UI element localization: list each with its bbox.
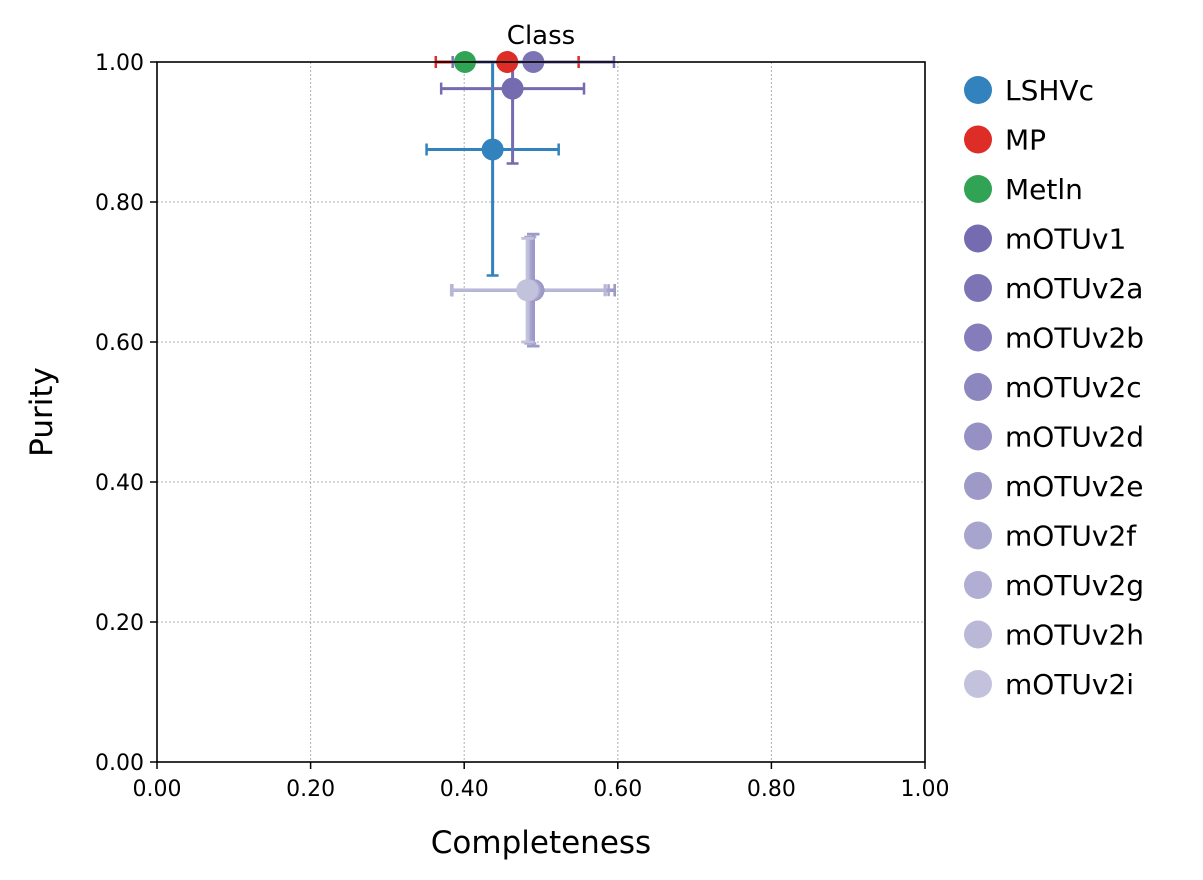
legend-marker-motuv2b bbox=[964, 323, 992, 352]
legend-marker-mp bbox=[964, 125, 992, 154]
y-axis-ticks: 0.00 0.20 0.40 0.60 0.80 1.00 bbox=[95, 51, 157, 776]
point-motuv2i bbox=[516, 279, 539, 302]
legend-label-motuv2a: mOTUv2a bbox=[1005, 272, 1143, 305]
legend-marker-lshvc bbox=[964, 76, 992, 104]
y-tick-label: 0.40 bbox=[95, 471, 144, 496]
legend-marker-motuv2g bbox=[964, 571, 992, 599]
error-bars bbox=[425, 56, 616, 348]
y-tick-label: 1.00 bbox=[95, 51, 144, 76]
legend-marker-motuv2f bbox=[964, 521, 992, 550]
legend-label-motuv2f: mOTUv2f bbox=[1005, 520, 1137, 553]
x-axis-ticks: 0.00 0.20 0.40 0.60 0.80 1.00 bbox=[133, 762, 950, 802]
plot-frame bbox=[156, 61, 926, 763]
legend-label-metln: Metln bbox=[1005, 173, 1083, 206]
x-tick-label: 0.80 bbox=[747, 777, 796, 802]
y-tick-label: 0.60 bbox=[95, 331, 144, 356]
y-tick-label: 0.20 bbox=[95, 611, 144, 636]
x-tick-label: 0.40 bbox=[440, 777, 489, 802]
x-tick-label: 1.00 bbox=[901, 777, 950, 802]
data-points bbox=[453, 51, 545, 302]
legend-label-motuv2d: mOTUv2d bbox=[1005, 421, 1144, 454]
legend-label-motuv1: mOTUv1 bbox=[1005, 223, 1126, 256]
legend-label-motuv2b: mOTUv2b bbox=[1005, 322, 1144, 355]
legend-marker-motuv2e bbox=[964, 472, 992, 500]
legend-marker-metln bbox=[964, 175, 992, 203]
y-axis-title: Purity bbox=[24, 367, 60, 457]
legend-label-motuv2h: mOTUv2h bbox=[1005, 619, 1144, 652]
grid-lines bbox=[156, 61, 926, 763]
legend-marker-motuv2a bbox=[964, 274, 992, 302]
point-motuv1 bbox=[501, 77, 524, 100]
legend: LSHVc MP Metln mOTUv1 mOTUv2a mOTUv2b mOTUv2c m… bbox=[964, 74, 1144, 701]
legend-marker-motuv2i bbox=[964, 670, 992, 698]
legend-marker-motuv2d bbox=[964, 422, 992, 451]
legend-marker-motuv2h bbox=[964, 620, 992, 649]
x-axis-title: Completeness bbox=[431, 825, 651, 861]
legend-label-motuv2c: mOTUv2c bbox=[1005, 371, 1142, 404]
legend-label-mp: MP bbox=[1005, 124, 1046, 157]
chart-title: Class bbox=[507, 21, 575, 51]
y-tick-label: 0.00 bbox=[95, 751, 144, 776]
legend-marker-motuv2c bbox=[964, 373, 992, 401]
legend-label-lshvc: LSHVc bbox=[1005, 74, 1094, 107]
legend-label-motuv2i: mOTUv2i bbox=[1005, 668, 1134, 701]
x-tick-label: 0.20 bbox=[286, 777, 335, 802]
x-tick-label: 0.00 bbox=[133, 777, 182, 802]
legend-marker-motuv1 bbox=[964, 224, 992, 253]
y-tick-label: 0.80 bbox=[95, 191, 144, 216]
x-tick-label: 0.60 bbox=[593, 777, 642, 802]
legend-label-motuv2e: mOTUv2e bbox=[1005, 470, 1144, 503]
point-lshvc bbox=[481, 138, 504, 161]
legend-label-motuv2g: mOTUv2g bbox=[1005, 569, 1144, 602]
